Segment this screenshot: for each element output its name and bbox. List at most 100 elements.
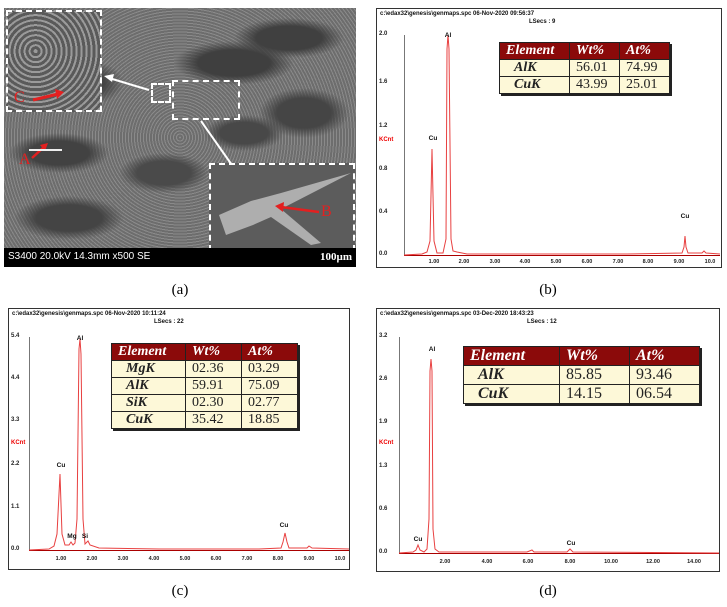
x-tick: 7.00 bbox=[612, 259, 624, 265]
x-tick: 4.00 bbox=[481, 559, 493, 565]
x-tick: 2.00 bbox=[439, 559, 451, 565]
y-tick: 1.6 bbox=[379, 79, 388, 85]
table-row: CuK 35.42 18.85 bbox=[111, 411, 298, 429]
composition-table: Element Wt% At% AlK 56.01 74.99 CuK 43.99 25.0… bbox=[499, 42, 670, 94]
x-tick: 6.00 bbox=[210, 556, 222, 562]
x-tick: 8.00 bbox=[642, 259, 654, 265]
y-tick: 2.6 bbox=[379, 376, 388, 382]
table-row: MgK 02.36 03.29 bbox=[111, 360, 298, 378]
x-tick: 10.0 bbox=[704, 259, 716, 265]
y-axis bbox=[404, 35, 405, 255]
col-header: Wt% bbox=[185, 343, 242, 361]
y-tick: 0.0 bbox=[379, 549, 388, 555]
scale-bar-label: 100µm bbox=[319, 251, 352, 263]
x-tick: 10.0 bbox=[334, 556, 346, 562]
col-header: Element bbox=[463, 346, 560, 366]
zoom-region-c-box bbox=[151, 83, 171, 103]
col-header: Element bbox=[111, 343, 186, 361]
x-tick: 14.00 bbox=[687, 559, 701, 565]
x-tick: 10.00 bbox=[604, 559, 618, 565]
x-tick: 6.00 bbox=[581, 259, 593, 265]
sem-parameters: S3400 20.0kV 14.3mm x500 SE bbox=[8, 251, 151, 262]
spectrum-header: c:\edax32\genesis\genmaps.spc 03-Dec-202… bbox=[380, 311, 534, 317]
y-tick: 3.2 bbox=[379, 333, 388, 339]
spectrum-line bbox=[403, 34, 721, 256]
x-tick: 9.00 bbox=[673, 259, 685, 265]
col-header: Wt% bbox=[559, 346, 630, 366]
x-tick: 4.00 bbox=[519, 259, 531, 265]
composition-table: Element Wt% At% MgK 02.36 03.29 AlK 59.91 75.0… bbox=[111, 343, 298, 429]
zoom-region-b-box bbox=[172, 80, 240, 120]
table-row: AlK 59.91 75.09 bbox=[111, 377, 298, 395]
peak-label-si: Si bbox=[81, 533, 89, 540]
y-tick: 1.1 bbox=[11, 504, 20, 510]
y-tick: 5.4 bbox=[11, 333, 20, 339]
x-tick: 8.00 bbox=[272, 556, 284, 562]
y-axis-unit: KCnt bbox=[379, 137, 394, 143]
x-tick: 1.00 bbox=[55, 556, 67, 562]
x-tick: 2.00 bbox=[86, 556, 98, 562]
x-tick: 6.00 bbox=[522, 559, 534, 565]
inset-region-c: C bbox=[6, 10, 102, 112]
x-tick: 8.00 bbox=[564, 559, 576, 565]
marker-c: C bbox=[14, 89, 25, 106]
col-header: At% bbox=[629, 346, 700, 366]
inset-region-b: B bbox=[209, 163, 355, 251]
x-axis bbox=[399, 553, 719, 554]
peak-label-mg: Mg bbox=[67, 533, 77, 540]
peak-label-cu: Cu bbox=[428, 135, 438, 142]
eds-spectrum-d: c:\edax32\genesis\genmaps.spc 03-Dec-202… bbox=[376, 308, 720, 572]
y-tick: 0.0 bbox=[11, 546, 20, 552]
y-tick: 3.3 bbox=[11, 417, 20, 423]
live-seconds: LSecs : 22 bbox=[154, 319, 184, 325]
peak-label-cu: Cu bbox=[56, 462, 66, 469]
col-header: Wt% bbox=[569, 42, 620, 60]
sem-micrograph: C B A S3400 20.0kV 14.3mm x500 SE 100µm bbox=[4, 8, 356, 267]
y-axis bbox=[399, 337, 400, 553]
spectrum-header: c:\edax32\genesis\genmaps.spc 06-Nov-202… bbox=[12, 311, 166, 317]
y-tick: 1.2 bbox=[379, 123, 388, 129]
eds-spectrum-b: c:\edax32\genesis\genmaps.spc 06-Nov-202… bbox=[376, 8, 722, 268]
caption-b: (b) bbox=[539, 282, 557, 298]
table-row: AlK 85.85 93.46 bbox=[463, 365, 700, 385]
y-axis-unit: KCnt bbox=[11, 440, 26, 446]
spectrum-line bbox=[28, 338, 350, 551]
x-tick: 3.00 bbox=[489, 259, 501, 265]
y-tick: 0.8 bbox=[379, 166, 388, 172]
peak-label-cu: Cu bbox=[566, 540, 576, 547]
col-header: At% bbox=[619, 42, 670, 60]
peak-label-cu: Cu bbox=[413, 536, 423, 543]
peak-label-cu: Cu bbox=[680, 213, 690, 220]
x-tick: 5.00 bbox=[179, 556, 191, 562]
x-tick: 7.00 bbox=[241, 556, 253, 562]
caption-d: (d) bbox=[539, 583, 557, 599]
y-tick: 0.0 bbox=[379, 251, 388, 257]
x-tick: 3.00 bbox=[117, 556, 129, 562]
y-axis bbox=[29, 337, 30, 550]
y-tick: 0.4 bbox=[379, 209, 388, 215]
x-tick: 1.00 bbox=[428, 259, 440, 265]
eds-spectrum-c: c:\edax32\genesis\genmaps.spc 06-Nov-202… bbox=[8, 308, 350, 570]
peak-label-al: Al bbox=[444, 32, 452, 39]
x-tick: 12.00 bbox=[646, 559, 660, 565]
spectrum-line bbox=[398, 358, 720, 554]
marker-b: B bbox=[321, 203, 332, 220]
x-tick: 2.00 bbox=[458, 259, 470, 265]
live-seconds: LSecs : 12 bbox=[527, 319, 557, 325]
peak-label-al: Al bbox=[76, 335, 84, 342]
col-header: At% bbox=[241, 343, 298, 361]
table-row: SiK 02.30 02.77 bbox=[111, 394, 298, 412]
y-tick: 4.4 bbox=[11, 375, 20, 381]
col-header: Element bbox=[499, 42, 570, 60]
x-axis bbox=[404, 255, 720, 256]
x-tick: 9.00 bbox=[303, 556, 315, 562]
y-tick: 2.2 bbox=[11, 461, 20, 467]
y-tick: 1.3 bbox=[379, 463, 388, 469]
caption-c: (c) bbox=[171, 583, 189, 599]
x-axis bbox=[29, 550, 349, 551]
y-axis-unit: KCnt bbox=[379, 440, 394, 446]
y-tick: 2.0 bbox=[379, 31, 388, 37]
table-row: CuK 43.99 25.01 bbox=[499, 76, 670, 94]
spectrum-header: c:\edax32\genesis\genmaps.spc 06-Nov-202… bbox=[380, 11, 535, 17]
caption-a: (a) bbox=[171, 282, 189, 298]
